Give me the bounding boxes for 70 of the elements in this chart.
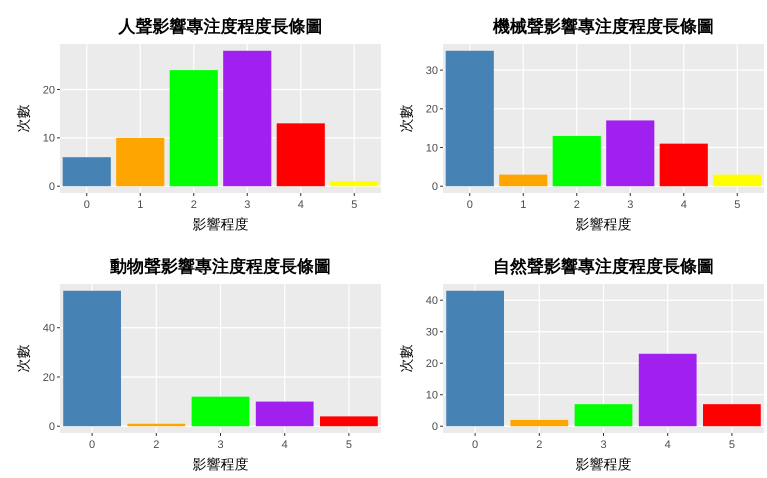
y-axis-title: 次數 <box>399 104 415 132</box>
bar <box>63 290 121 426</box>
x-tick-label: 2 <box>153 439 160 451</box>
x-tick-label: 4 <box>298 199 304 211</box>
bar <box>574 404 632 426</box>
chart-title: 自然聲影響專注度程度長條圖 <box>493 257 714 277</box>
bar <box>256 402 314 426</box>
x-axis-title: 影響程度 <box>192 457 248 473</box>
bar <box>713 174 762 186</box>
x-tick-label: 2 <box>574 199 580 211</box>
y-tick-label: 10 <box>426 142 438 154</box>
bar <box>276 123 325 186</box>
x-axis-title: 影響程度 <box>576 217 632 233</box>
bar <box>638 354 697 426</box>
x-tick-label: 5 <box>346 439 352 451</box>
bar <box>606 120 654 186</box>
y-tick-label: 0 <box>432 421 438 434</box>
y-tick-label: 20 <box>426 104 438 116</box>
y-tick-label: 40 <box>42 322 55 335</box>
y-axis-title: 次數 <box>16 344 32 372</box>
x-tick-label: 3 <box>244 199 250 211</box>
x-tick-label: 0 <box>84 199 90 211</box>
bar <box>320 416 378 426</box>
bar <box>703 404 761 426</box>
x-tick-label: 5 <box>734 199 740 211</box>
x-tick-label: 0 <box>89 439 96 451</box>
bar <box>192 396 250 426</box>
bar <box>116 138 164 186</box>
bar <box>223 50 272 186</box>
x-tick-label: 0 <box>472 439 478 451</box>
bar <box>552 136 601 186</box>
bar <box>499 174 548 186</box>
x-tick-label: 4 <box>680 199 687 211</box>
bar <box>330 181 378 186</box>
x-tick-label: 5 <box>351 199 358 211</box>
y-tick-label: 10 <box>42 132 55 145</box>
y-tick-label: 20 <box>42 372 55 384</box>
x-tick-label: 3 <box>600 439 607 451</box>
bar <box>62 157 111 186</box>
y-axis-title: 次數 <box>399 344 415 372</box>
y-tick-label: 30 <box>426 326 438 339</box>
x-tick-label: 0 <box>466 199 473 211</box>
y-tick-label: 30 <box>426 64 438 77</box>
x-tick-label: 5 <box>728 439 735 451</box>
x-tick-label: 2 <box>190 199 197 211</box>
x-tick-label: 4 <box>282 439 288 451</box>
x-axis-title: 影響程度 <box>192 217 248 233</box>
y-tick-label: 10 <box>426 390 438 402</box>
x-axis-title: 影響程度 <box>576 457 632 473</box>
y-tick-label: 0 <box>48 181 55 194</box>
x-tick-label: 3 <box>627 199 634 211</box>
chart-title: 動物聲影響專注度程度長條圖 <box>109 257 331 277</box>
bar <box>510 420 568 426</box>
chart-title: 機械聲影響專注度程度長條圖 <box>492 17 714 37</box>
y-tick-label: 0 <box>432 181 438 194</box>
x-tick-label: 4 <box>664 439 671 451</box>
x-tick-label: 1 <box>137 199 144 211</box>
y-axis-title: 次數 <box>16 104 32 132</box>
chart-title: 人聲影響專注度程度長條圖 <box>118 17 322 37</box>
x-tick-label: 1 <box>520 199 526 211</box>
y-tick-label: 40 <box>426 295 438 308</box>
x-tick-label: 3 <box>217 439 224 451</box>
y-tick-label: 20 <box>426 358 438 370</box>
bar <box>446 50 494 186</box>
bar <box>660 144 708 186</box>
y-tick-label: 0 <box>48 421 55 434</box>
y-tick-label: 20 <box>42 84 55 96</box>
bar <box>446 290 504 426</box>
bar <box>170 70 218 186</box>
x-tick-label: 2 <box>536 439 542 451</box>
